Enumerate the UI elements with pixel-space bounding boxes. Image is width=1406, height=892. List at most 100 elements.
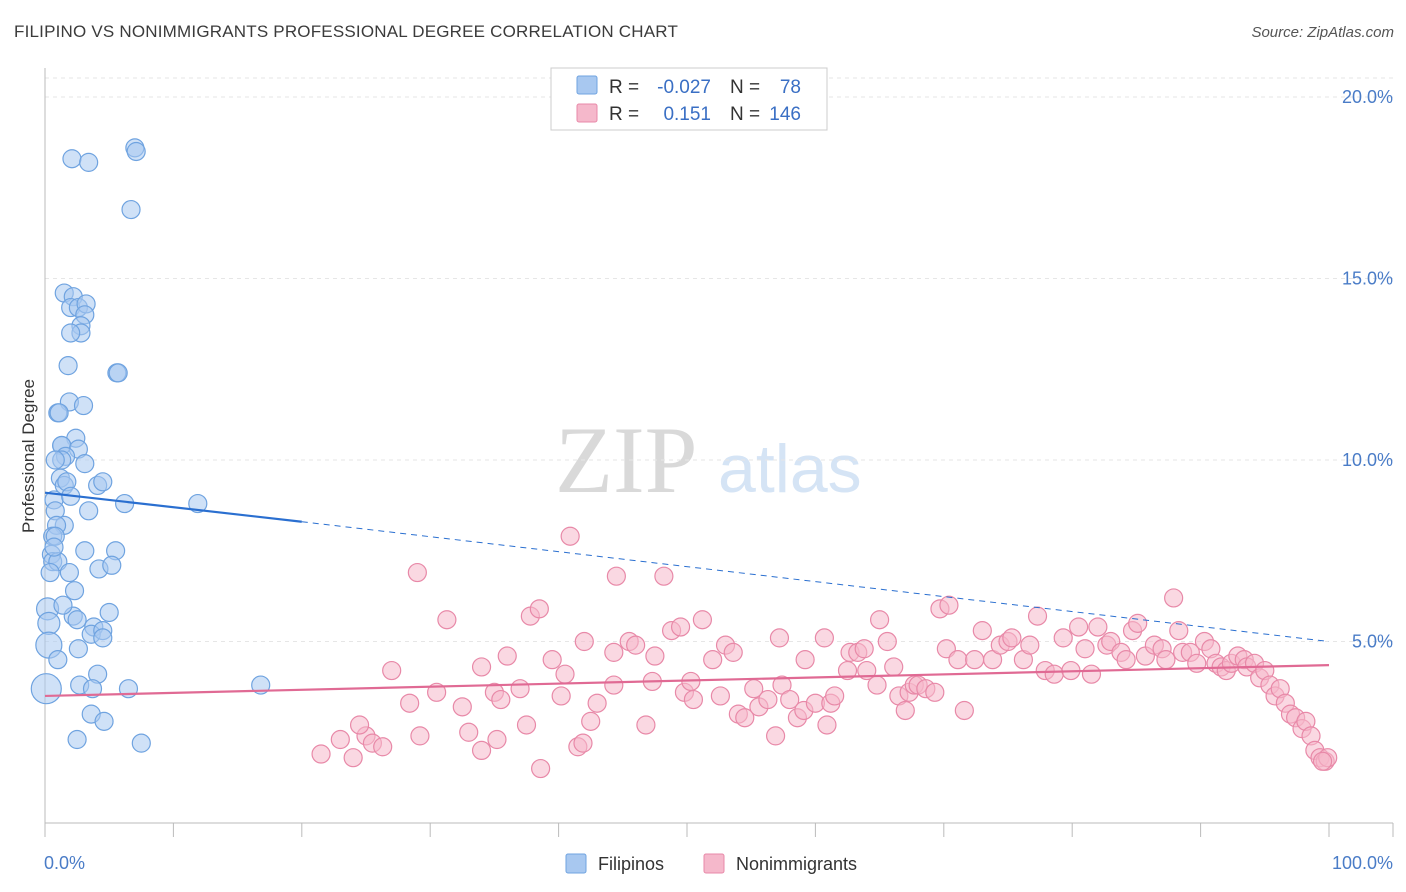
nonimmigrants-point [587,693,607,713]
nonimmigrants-point [1081,664,1102,684]
filipinos-point [45,450,65,470]
nonimmigrants-point [1312,751,1333,771]
bottom-legend-label-nonimmigrants: Nonimmigrants [736,854,857,874]
filipinos-point [75,454,95,474]
filipinos-point [99,602,119,623]
nonimmigrants-point [683,689,704,710]
filipinos-trend-extension [301,521,1330,643]
x-tick-label-left: 0.0% [44,853,85,873]
filipinos-point [61,323,81,343]
filipinos-point [108,363,128,383]
nonimmigrants-point [765,726,786,746]
y-tick-labels: 5.0% 10.0% 15.0% 20.0% [1342,87,1393,651]
y-tick-label: 15.0% [1342,269,1393,289]
nonimmigrants-point [814,628,834,648]
y-tick-label: 5.0% [1352,632,1393,652]
nonimmigrants-point [531,758,551,779]
filipinos-point [62,149,82,169]
filipinos-point [121,199,141,220]
nonimmigrants-point [604,675,624,695]
nonimmigrants-point [895,700,915,721]
nonimmigrants-point [703,650,723,670]
nonimmigrants-point [670,617,691,637]
nonimmigrants-point [869,610,890,630]
filipinos-point [48,650,68,670]
nonimmigrants-point [349,715,370,735]
nonimmigrants-point [382,660,402,681]
nonimmigrants-point [939,595,959,615]
nonimmigrants-point [1088,617,1108,637]
stats-legend: R = -0.027 N = 78 R = 0.151 N = 146 [550,67,828,131]
nonimmigrants-point [884,657,904,677]
nonimmigrants-point [471,740,492,761]
series-legend: Filipinos Nonimmigrants [565,853,857,874]
filipinos-point [93,628,113,648]
nonimmigrants-point [925,682,945,702]
nonimmigrants-point [1169,621,1189,641]
filipinos-point [53,595,73,615]
filipinos-point [67,729,87,750]
nonimmigrants-point [555,664,575,684]
nonimmigrants-points [311,526,1338,779]
nonimmigrants-point [965,650,985,670]
filipinos-point [49,403,69,423]
filipinos-point [64,581,85,601]
nonimmigrants-point [491,689,511,710]
nonimmigrants-point [573,733,593,753]
filipinos-point [102,555,122,575]
nonimmigrants-point [510,679,530,699]
legend-r-label-0: R = [609,77,639,98]
nonimmigrants-point [972,621,992,641]
x-ticks [44,823,1394,837]
filipinos-point [94,711,114,731]
nonimmigrants-point [1116,650,1136,670]
nonimmigrants-point [330,729,350,750]
legend-n-label-1: N = [730,104,760,125]
nonimmigrants-point [551,686,571,706]
filipinos-point [188,493,208,514]
filipinos-point [126,141,146,162]
bottom-legend-swatch-nonimmigrants [703,853,725,874]
nonimmigrants-point [487,729,507,750]
nonimmigrants-point [497,646,517,666]
watermark-atlas: atlas [718,431,862,507]
nonimmigrants-point [1044,664,1064,684]
legend-n-label-0: N = [730,77,760,98]
nonimmigrants-point [645,646,665,666]
nonimmigrants-point [758,689,778,710]
nonimmigrants-point [636,715,656,735]
nonimmigrants-point [877,631,897,652]
nonimmigrants-point [574,631,594,652]
chart-title: FILIPINO VS NONIMMIGRANTS PROFESSIONAL D… [14,22,679,41]
nonimmigrants-point [780,689,800,710]
filipinos-point [59,562,79,583]
nonimmigrants-point [311,744,331,764]
nonimmigrants-point [626,635,646,655]
legend-swatch-filipinos [576,75,598,95]
nonimmigrants-point [516,715,537,735]
nonimmigrants-point [1128,613,1148,633]
nonimmigrants-point [735,708,755,728]
legend-n-value-1: 146 [769,104,801,125]
y-tick-label: 20.0% [1342,87,1393,107]
legend-swatch-nonimmigrants [576,103,598,123]
nonimmigrants-point [410,726,430,746]
nonimmigrants-point [452,697,472,717]
nonimmigrants-point [654,566,674,586]
bottom-legend-swatch-filipinos [565,853,587,874]
nonimmigrants-point [692,610,713,630]
legend-n-value-0: 78 [780,77,801,98]
nonimmigrants-point [1053,628,1073,648]
bottom-legend-label-filipinos: Filipinos [598,854,664,874]
filipinos-point [67,610,87,630]
gridlines [45,77,1393,643]
y-axis-label: Professional Degree [19,379,38,533]
nonimmigrants-point [710,686,730,706]
nonimmigrants-point [723,642,743,662]
nonimmigrants-point [560,526,580,546]
nonimmigrants-point [400,693,420,713]
nonimmigrants-point [542,650,562,670]
nonimmigrants-point [471,657,492,677]
filipinos-point [73,395,94,416]
